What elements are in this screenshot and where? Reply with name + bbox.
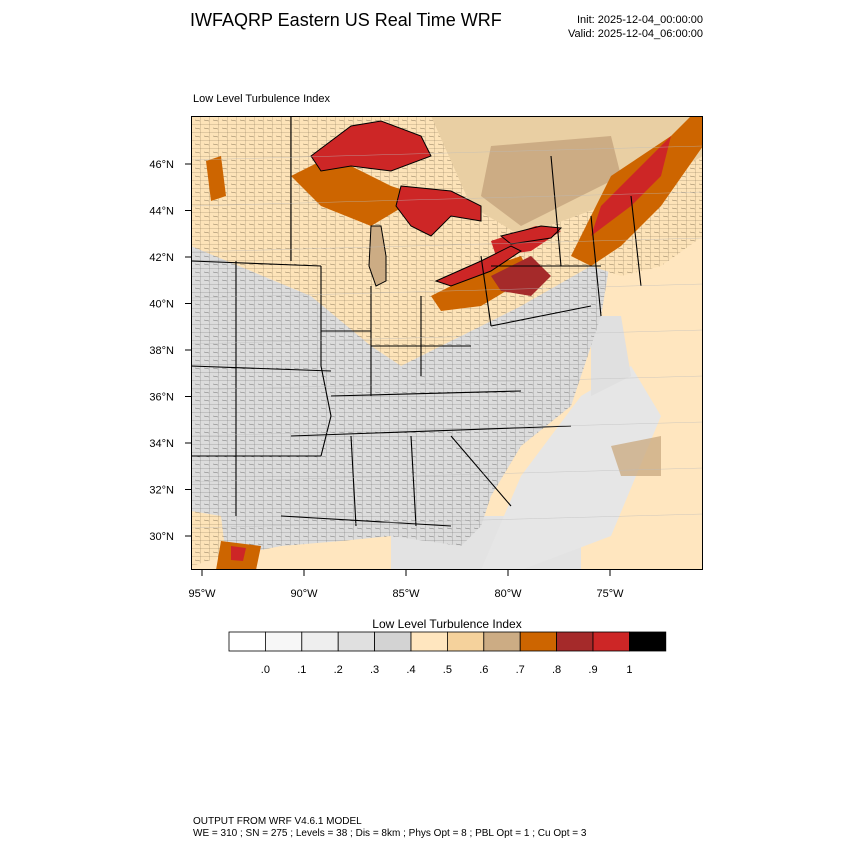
- graticule: [191, 145, 703, 529]
- lat-label: 32°N: [149, 485, 174, 497]
- orange-west: [206, 156, 226, 201]
- lat-label: 44°N: [149, 206, 174, 218]
- plot-title: IWFAQRP Eastern US Real Time WRF: [190, 10, 502, 30]
- lake-michigan: [368, 225, 387, 287]
- colorbar-label: .4: [406, 664, 415, 676]
- lat-label: 42°N: [149, 252, 174, 264]
- map-frame: [191, 116, 703, 570]
- lon-label: 90°W: [290, 588, 318, 600]
- colorbar: .0 .1 .2 .3 .4 .5 .6 .7 .8 .9 1: [228, 631, 667, 676]
- colorbar-label: .5: [443, 664, 452, 676]
- footer-model: OUTPUT FROM WRF V4.6.1 MODEL: [193, 816, 362, 827]
- colorbar-label: 1: [626, 664, 632, 676]
- orange-michigan: [291, 156, 421, 226]
- lat-label: 38°N: [149, 345, 174, 357]
- colorbar-label: .3: [370, 664, 379, 676]
- colorbar-swatch: [228, 631, 266, 652]
- lon-label: 85°W: [392, 588, 420, 600]
- offshore-tan: [611, 436, 661, 476]
- colorbar-title: Low Level Turbulence Index: [372, 617, 522, 631]
- lon-label: 80°W: [494, 588, 522, 600]
- lat-label: 34°N: [149, 438, 174, 450]
- colorbar-label: .2: [334, 664, 343, 676]
- state-borders: [191, 116, 642, 527]
- red-belt-1: [591, 136, 671, 236]
- colorbar-label: .0: [261, 664, 270, 676]
- lat-label: 46°N: [149, 159, 174, 171]
- colorbar-swatch: [556, 631, 594, 652]
- footer-config: WE = 310 ; SN = 275 ; Levels = 38 ; Dis …: [193, 828, 587, 839]
- colorbar-swatch: [337, 631, 376, 652]
- colorbar-label: .1: [297, 664, 306, 676]
- lon-label: 95°W: [188, 588, 216, 600]
- colorbar-swatch: [301, 631, 339, 652]
- lat-label: 30°N: [149, 531, 174, 543]
- red-texas: [231, 546, 246, 561]
- lon-label: 75°W: [596, 588, 624, 600]
- lake-superior: [310, 120, 432, 172]
- land-tan-south: [191, 511, 226, 566]
- colorbar-swatch: [483, 631, 521, 652]
- colorbar-label: .6: [479, 664, 488, 676]
- valid-time: Valid: 2025-12-04_06:00:00: [568, 28, 703, 40]
- map-panel: [191, 116, 703, 570]
- colorbar-swatch: [629, 631, 667, 652]
- colorbar-swatch: [410, 631, 448, 652]
- colorbar-swatch: [519, 631, 558, 652]
- colorbar-label: .9: [588, 664, 597, 676]
- lake-erie: [434, 245, 522, 287]
- colorbar-label: .7: [516, 664, 525, 676]
- lat-label: 40°N: [149, 299, 174, 311]
- colorbar-label: .8: [552, 664, 561, 676]
- atlantic-gray-2: [591, 316, 631, 396]
- colorbar-swatch: [592, 631, 630, 652]
- land-gray: [191, 246, 611, 561]
- canada-brown: [481, 136, 621, 226]
- field-title: Low Level Turbulence Index: [193, 93, 330, 105]
- lake-ontario: [499, 225, 563, 245]
- colorbar-swatch: [264, 631, 303, 652]
- colorbar-swatch: [446, 631, 485, 652]
- init-time: Init: 2025-12-04_00:00:00: [577, 14, 703, 26]
- colorbar-swatch: [374, 631, 412, 652]
- lat-label: 36°N: [149, 392, 174, 404]
